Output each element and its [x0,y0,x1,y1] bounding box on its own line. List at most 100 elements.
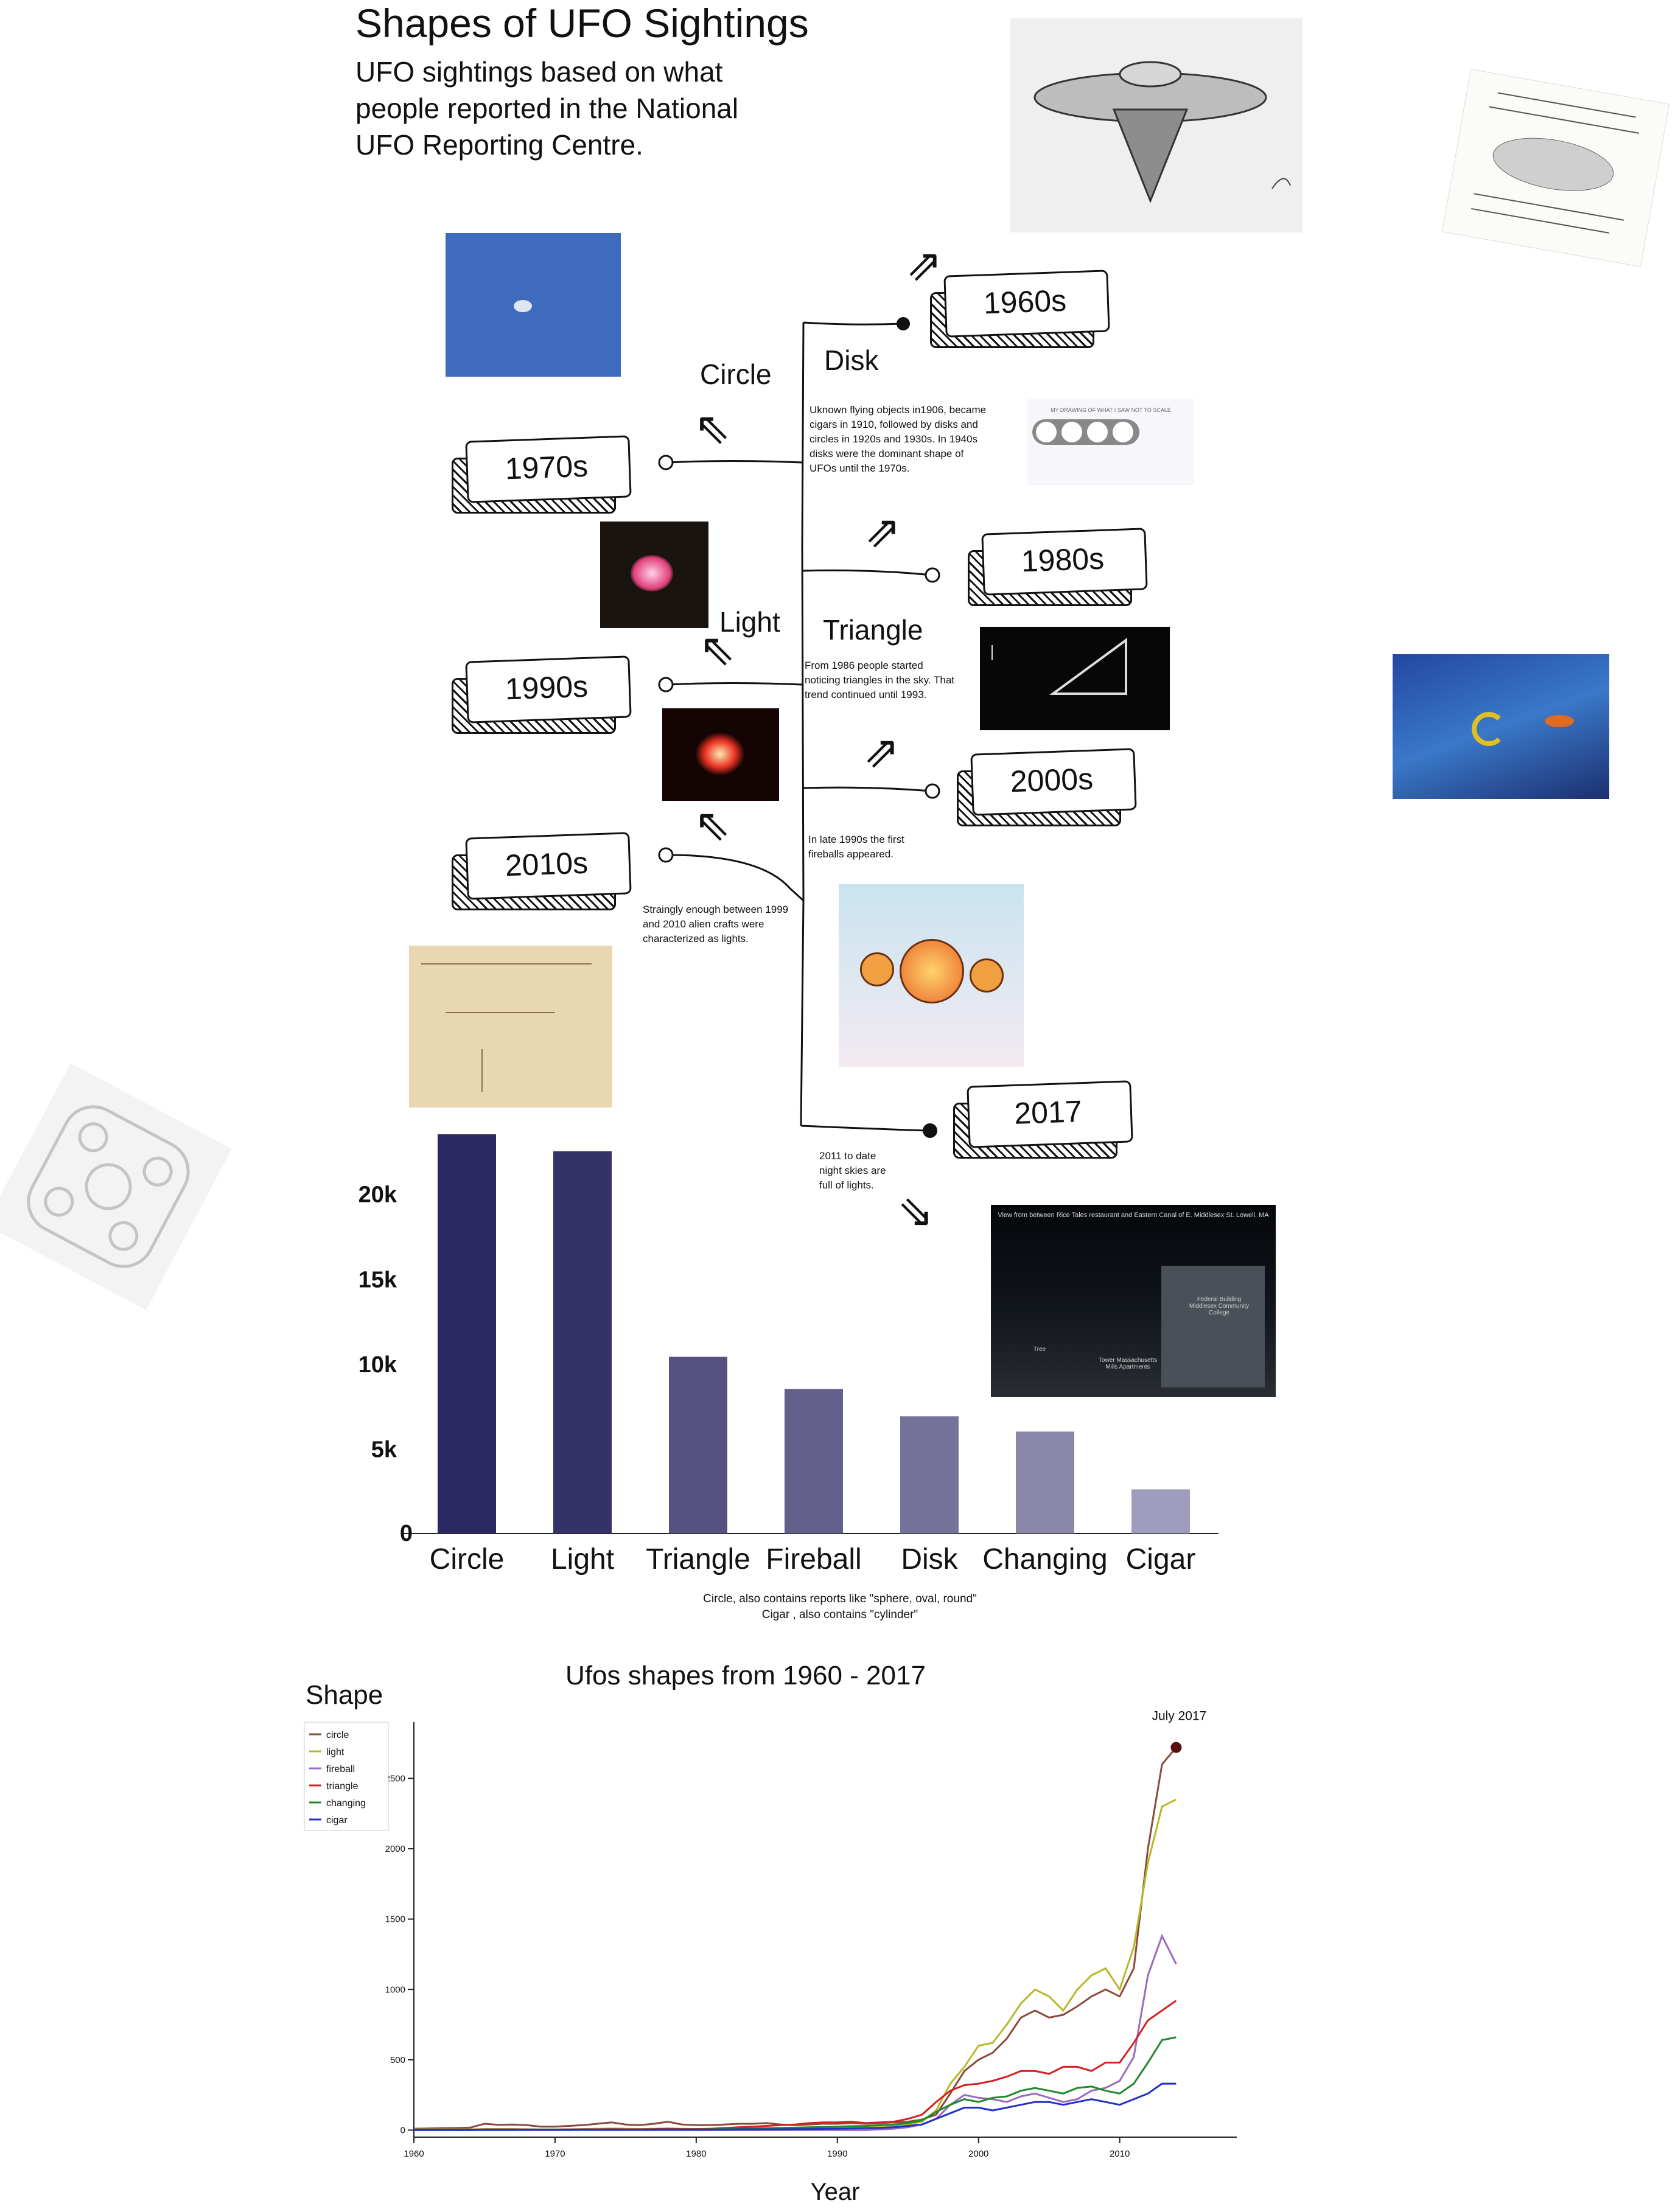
page-subtitle: UFO sightings based on what people repor… [355,56,739,161]
node-2000s [925,783,940,799]
timeline-spine [800,322,805,1126]
timeline-lines [658,317,940,1138]
branch-2000s [802,786,932,792]
series-line-changing [414,2036,1177,2131]
annotation-point [1170,1742,1182,1753]
note-disk: Uknown flying objects in1906, became cig… [810,404,987,474]
node-1990s [658,677,674,693]
page-title: Shapes of UFO Sightings [355,1,809,46]
ufo-drawing-image [1010,18,1303,232]
bar-y-tick-label: 0 [400,1521,413,1546]
line-x-tick-label: 1980 [686,2149,706,2159]
pink-light-photo [600,522,708,628]
decade-label-1970s: 1970s [504,448,589,486]
series-line-cigar [414,2082,1177,2131]
bar-footnote-cigar: Cigar , also contains "cylinder" [761,1608,918,1621]
shape-label-disk: Disk [824,344,879,376]
bar-circle [438,1134,496,1533]
legend-label-circle: circle [326,1730,349,1740]
triangle-diagram-image [980,627,1170,730]
branch-1980s [802,569,932,576]
series-line-triangle [414,2000,1177,2131]
sign-1990s: 1990s [452,655,632,734]
node-2017 [923,1123,937,1138]
arrow-icon: ⇗ [864,508,901,556]
line-y-tick-label: 2500 [385,1773,405,1784]
line-x-tick-label: 1970 [545,2149,565,2159]
building-label: Federal Building Middlesex Community Col… [1189,1296,1250,1316]
line-y-tick-label: 1000 [385,1984,405,1995]
sign-1980s: 1980s [968,528,1148,606]
shape-label-circle: Circle [700,358,772,390]
legend-label-light: light [326,1747,344,1757]
bar-y-tick-label: 5k [371,1437,397,1462]
handwritten-note-image [1441,69,1670,267]
line-y-tick-label: 2000 [385,1844,405,1854]
bar-category-label: Changing [982,1543,1108,1575]
bar-changing [1016,1431,1074,1533]
decade-label-1980s: 1980s [1020,541,1105,579]
diagram-image: MY DRAWING OF WHAT I SAW NOT TO SCALE [1027,399,1194,485]
branch-2010s [668,854,805,902]
sign-1970s: 1970s [452,435,632,514]
line-chart-xlabel: Year [811,2179,860,2205]
line-x-tick-label: 2010 [1110,2149,1130,2159]
bar-category-label: Light [551,1543,614,1575]
decade-label-2010s: 2010s [504,845,589,883]
line-x-tick-label: 2000 [968,2149,988,2159]
bar-light [553,1151,612,1533]
arrow-icon: ⇘ [897,1187,934,1236]
sign-1960s: 1960s [930,270,1110,348]
arrow-icon: ⇗ [906,241,943,290]
spaceship-sketch-image [0,1063,232,1310]
sign-2017: 2017 [953,1080,1133,1159]
bar-y-tick-label: 10k [358,1352,397,1378]
shape-label-triangle: Triangle [823,614,923,646]
red-fireball-photo [662,708,779,801]
watercolor-painting-image [1393,654,1609,799]
blue-sky-orb-photo [446,233,621,377]
decade-label-1960s: 1960s [982,283,1068,321]
tree-label: Tree [1033,1346,1046,1353]
sketch-paper-image [409,946,612,1108]
note-fireball: In late 1990s the first fireballs appear… [808,834,904,860]
sign-2000s: 2000s [957,748,1137,826]
shape-label-light: Light [719,606,780,638]
line-chart: Ufos shapes from 1960 - 2017 Shape Year 0 50… [304,1661,1237,2205]
line-y-tick-label: 0 [400,2125,405,2135]
branch-1990s [668,682,803,686]
series-line-circle [413,1746,1177,2130]
sign-2010s: 2010s [452,832,632,910]
bar-category-label: Disk [901,1543,958,1575]
annotation-label: July 2017 [1152,1709,1206,1723]
arrow-icon: ⇗ [863,728,900,776]
series-line-fireball [414,1933,1177,2131]
line-x-tick-label: 1960 [404,2149,424,2159]
bar-cigar [1131,1489,1190,1533]
arrow-icon: ⇖ [694,404,731,453]
bar-category-label: Cigar [1126,1543,1196,1575]
night-sky-photo: View from between Rice Tales restaurant … [991,1205,1276,1397]
line-chart-legend: circle light fireball triangle changing cigar [304,1722,389,1831]
node-1970s [658,455,674,470]
photo-caption: View from between Rice Tales restaurant … [998,1212,1269,1219]
bar-category-label: Fireball [766,1543,861,1575]
arrow-icon: ⇖ [699,626,736,674]
bar-y-tick-label: 15k [358,1267,397,1293]
arrow-icon: ⇖ [694,801,731,850]
series-line-light [414,1798,1177,2130]
bar-category-label: Circle [430,1543,505,1575]
note-triangle: From 1986 people started noticing triang… [805,660,955,700]
branch-2017 [800,1125,929,1132]
line-y-tick-label: 1500 [385,1914,405,1925]
node-1960s [897,317,910,330]
bar-category-label: Triangle [646,1543,750,1575]
bar-disk [900,1416,959,1533]
bar-chart: Circle Light Triangle Fireball Disk Changing C… [358,1134,1219,1575]
branch-1970s [668,460,803,464]
tower-label: Tower Massachusetts Mills Apartments [1098,1357,1158,1370]
diagram-header: MY DRAWING OF WHAT I SAW NOT TO SCALE [1051,407,1171,413]
legend-label-cigar: cigar [326,1815,348,1826]
line-x-tick-label: 1990 [827,2149,847,2159]
bar-fireball [785,1389,843,1533]
